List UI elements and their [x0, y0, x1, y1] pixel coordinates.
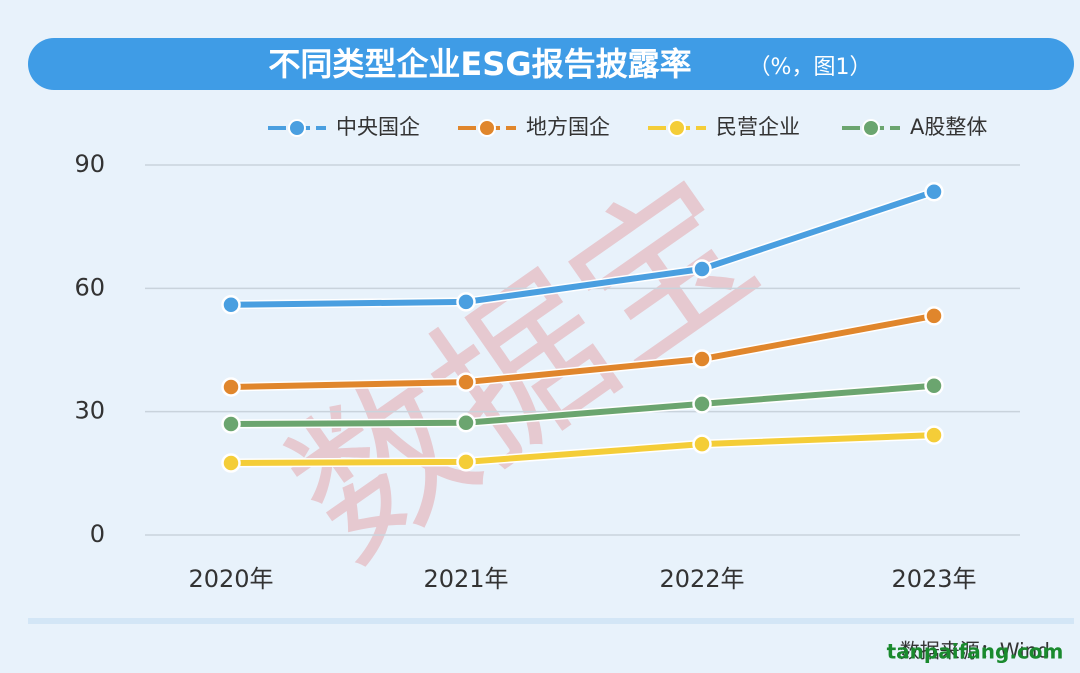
x-tick-label: 2021年	[423, 565, 508, 593]
series-line	[230, 312, 935, 390]
data-point	[692, 434, 712, 454]
y-tick-label: 30	[74, 397, 105, 425]
legend-label: A股整体	[910, 115, 987, 139]
series-line	[230, 382, 935, 427]
legend-label: 民营企业	[716, 115, 800, 139]
data-point	[924, 181, 944, 202]
data-point	[221, 453, 241, 473]
legend-marker	[862, 119, 880, 137]
y-tick-label: 60	[74, 273, 105, 301]
data-point	[456, 372, 476, 392]
data-point	[924, 306, 944, 326]
y-tick-label: 0	[90, 520, 105, 548]
y-tick-label: 90	[74, 150, 105, 178]
data-point	[221, 295, 241, 315]
data-point	[692, 394, 712, 414]
data-point	[456, 452, 476, 472]
site-watermark: tanpaifang.com	[887, 640, 1064, 664]
series-line	[230, 432, 935, 467]
data-point	[221, 414, 241, 434]
x-tick-label: 2023年	[891, 565, 976, 593]
data-point	[692, 349, 712, 369]
legend-label: 地方国企	[526, 115, 610, 139]
series-line	[230, 188, 935, 308]
legend-marker	[478, 119, 496, 137]
divider	[28, 618, 1074, 624]
source: 数据来源：Wind	[900, 639, 1050, 663]
legend-marker	[668, 119, 686, 137]
data-point	[456, 292, 476, 312]
chart-title: 不同类型企业ESG报告披露率	[268, 45, 691, 83]
title-banner	[28, 38, 1074, 90]
x-tick-label: 2022年	[659, 565, 744, 593]
legend-label: 中央国企	[336, 115, 420, 139]
data-point	[924, 425, 944, 445]
legend-marker	[288, 119, 306, 137]
x-tick-label: 2020年	[188, 565, 273, 593]
data-point	[924, 376, 944, 396]
data-point	[221, 377, 241, 397]
chart-subtitle: （%，图1）	[749, 55, 872, 80]
data-point	[456, 413, 476, 433]
data-point	[692, 259, 712, 279]
